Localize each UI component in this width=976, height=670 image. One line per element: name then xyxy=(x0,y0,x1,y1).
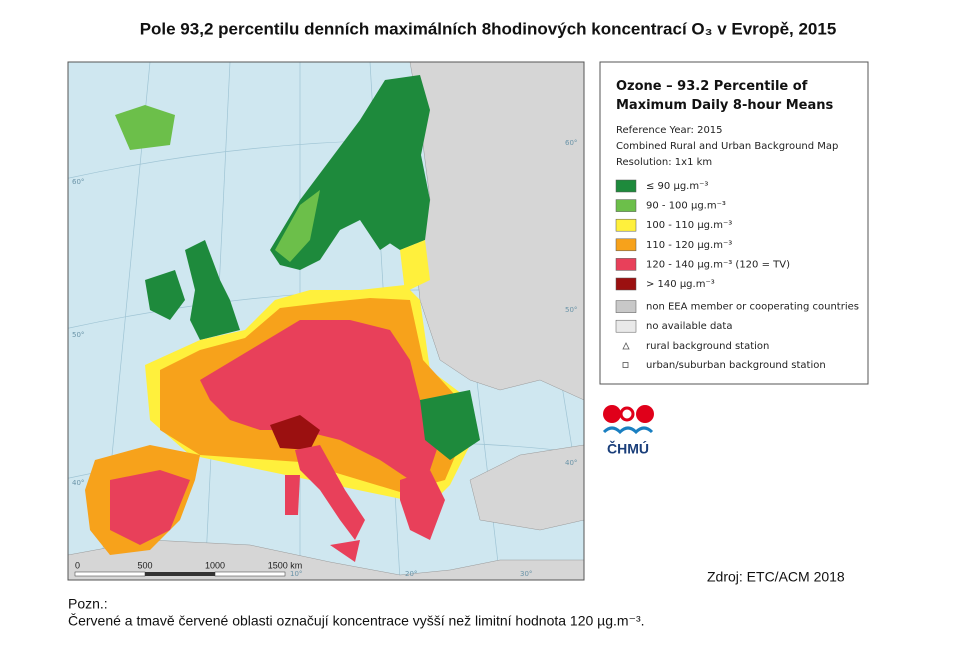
note-heading: Pozn.: xyxy=(68,596,108,612)
legend-info: Reference Year: 2015 xyxy=(616,125,723,136)
graticule-label: 40° xyxy=(72,479,84,487)
graticule-label: 20° xyxy=(405,570,417,578)
legend-swatch xyxy=(615,300,637,313)
station-symbol xyxy=(622,342,630,350)
graticule-label: 40° xyxy=(565,459,577,467)
logo: ČHMÚ xyxy=(602,405,654,457)
scale-label: 500 xyxy=(137,560,152,570)
legend-info: Combined Rural and Urban Background Map xyxy=(616,141,838,152)
legend-label: 90 - 100 µg.m⁻³ xyxy=(646,201,726,212)
graticule-label: 60° xyxy=(72,178,84,186)
legend-swatch xyxy=(615,258,637,271)
scale-bar xyxy=(74,571,286,577)
legend-swatch xyxy=(615,179,637,193)
scale-label: 1500 km xyxy=(268,560,303,570)
source: Zdroj: ETC/ACM 2018 xyxy=(707,569,845,585)
graticule-label: 50° xyxy=(565,306,577,314)
legend-title: Ozone – 93.2 Percentile of Maximum Daily … xyxy=(616,79,833,113)
legend-label: non EEA member or cooperating countries xyxy=(646,302,859,313)
logo-text: ČHMÚ xyxy=(607,440,649,457)
legend-label: 100 - 110 µg.m⁻³ xyxy=(646,220,732,231)
legend-label: 120 - 140 µg.m⁻³ (120 = TV) xyxy=(646,259,790,270)
graticule-label: 60° xyxy=(565,139,577,147)
map xyxy=(68,62,584,580)
legend-swatch xyxy=(615,238,637,252)
legend-station: urban/suburban background station xyxy=(646,360,826,371)
legend-swatch xyxy=(615,199,637,212)
legend-label: > 140 µg.m⁻³ xyxy=(646,279,715,290)
legend-station: rural background station xyxy=(646,341,769,352)
legend-swatch xyxy=(615,218,637,232)
note: Červené a tmavě červené oblasti označují… xyxy=(68,613,645,629)
legend-swatch xyxy=(615,277,637,291)
legend-info: Resolution: 1x1 km xyxy=(616,157,712,168)
map-frame xyxy=(67,61,585,581)
graticule-label: 10° xyxy=(290,570,302,578)
graticule-label: 30° xyxy=(520,570,532,578)
graticule-label: 50° xyxy=(72,331,84,339)
legend-label: no available data xyxy=(646,321,732,332)
legend-label: 110 - 120 µg.m⁻³ xyxy=(646,240,732,251)
legend-swatch xyxy=(615,319,637,333)
scale-label: 0 xyxy=(75,560,80,570)
scale-label: 1000 xyxy=(205,560,225,570)
legend-box xyxy=(599,61,869,385)
station-symbol xyxy=(622,362,629,368)
legend-label: ≤ 90 µg.m⁻³ xyxy=(646,181,708,192)
title: Pole 93,2 percentilu denních maximálních… xyxy=(140,19,837,38)
